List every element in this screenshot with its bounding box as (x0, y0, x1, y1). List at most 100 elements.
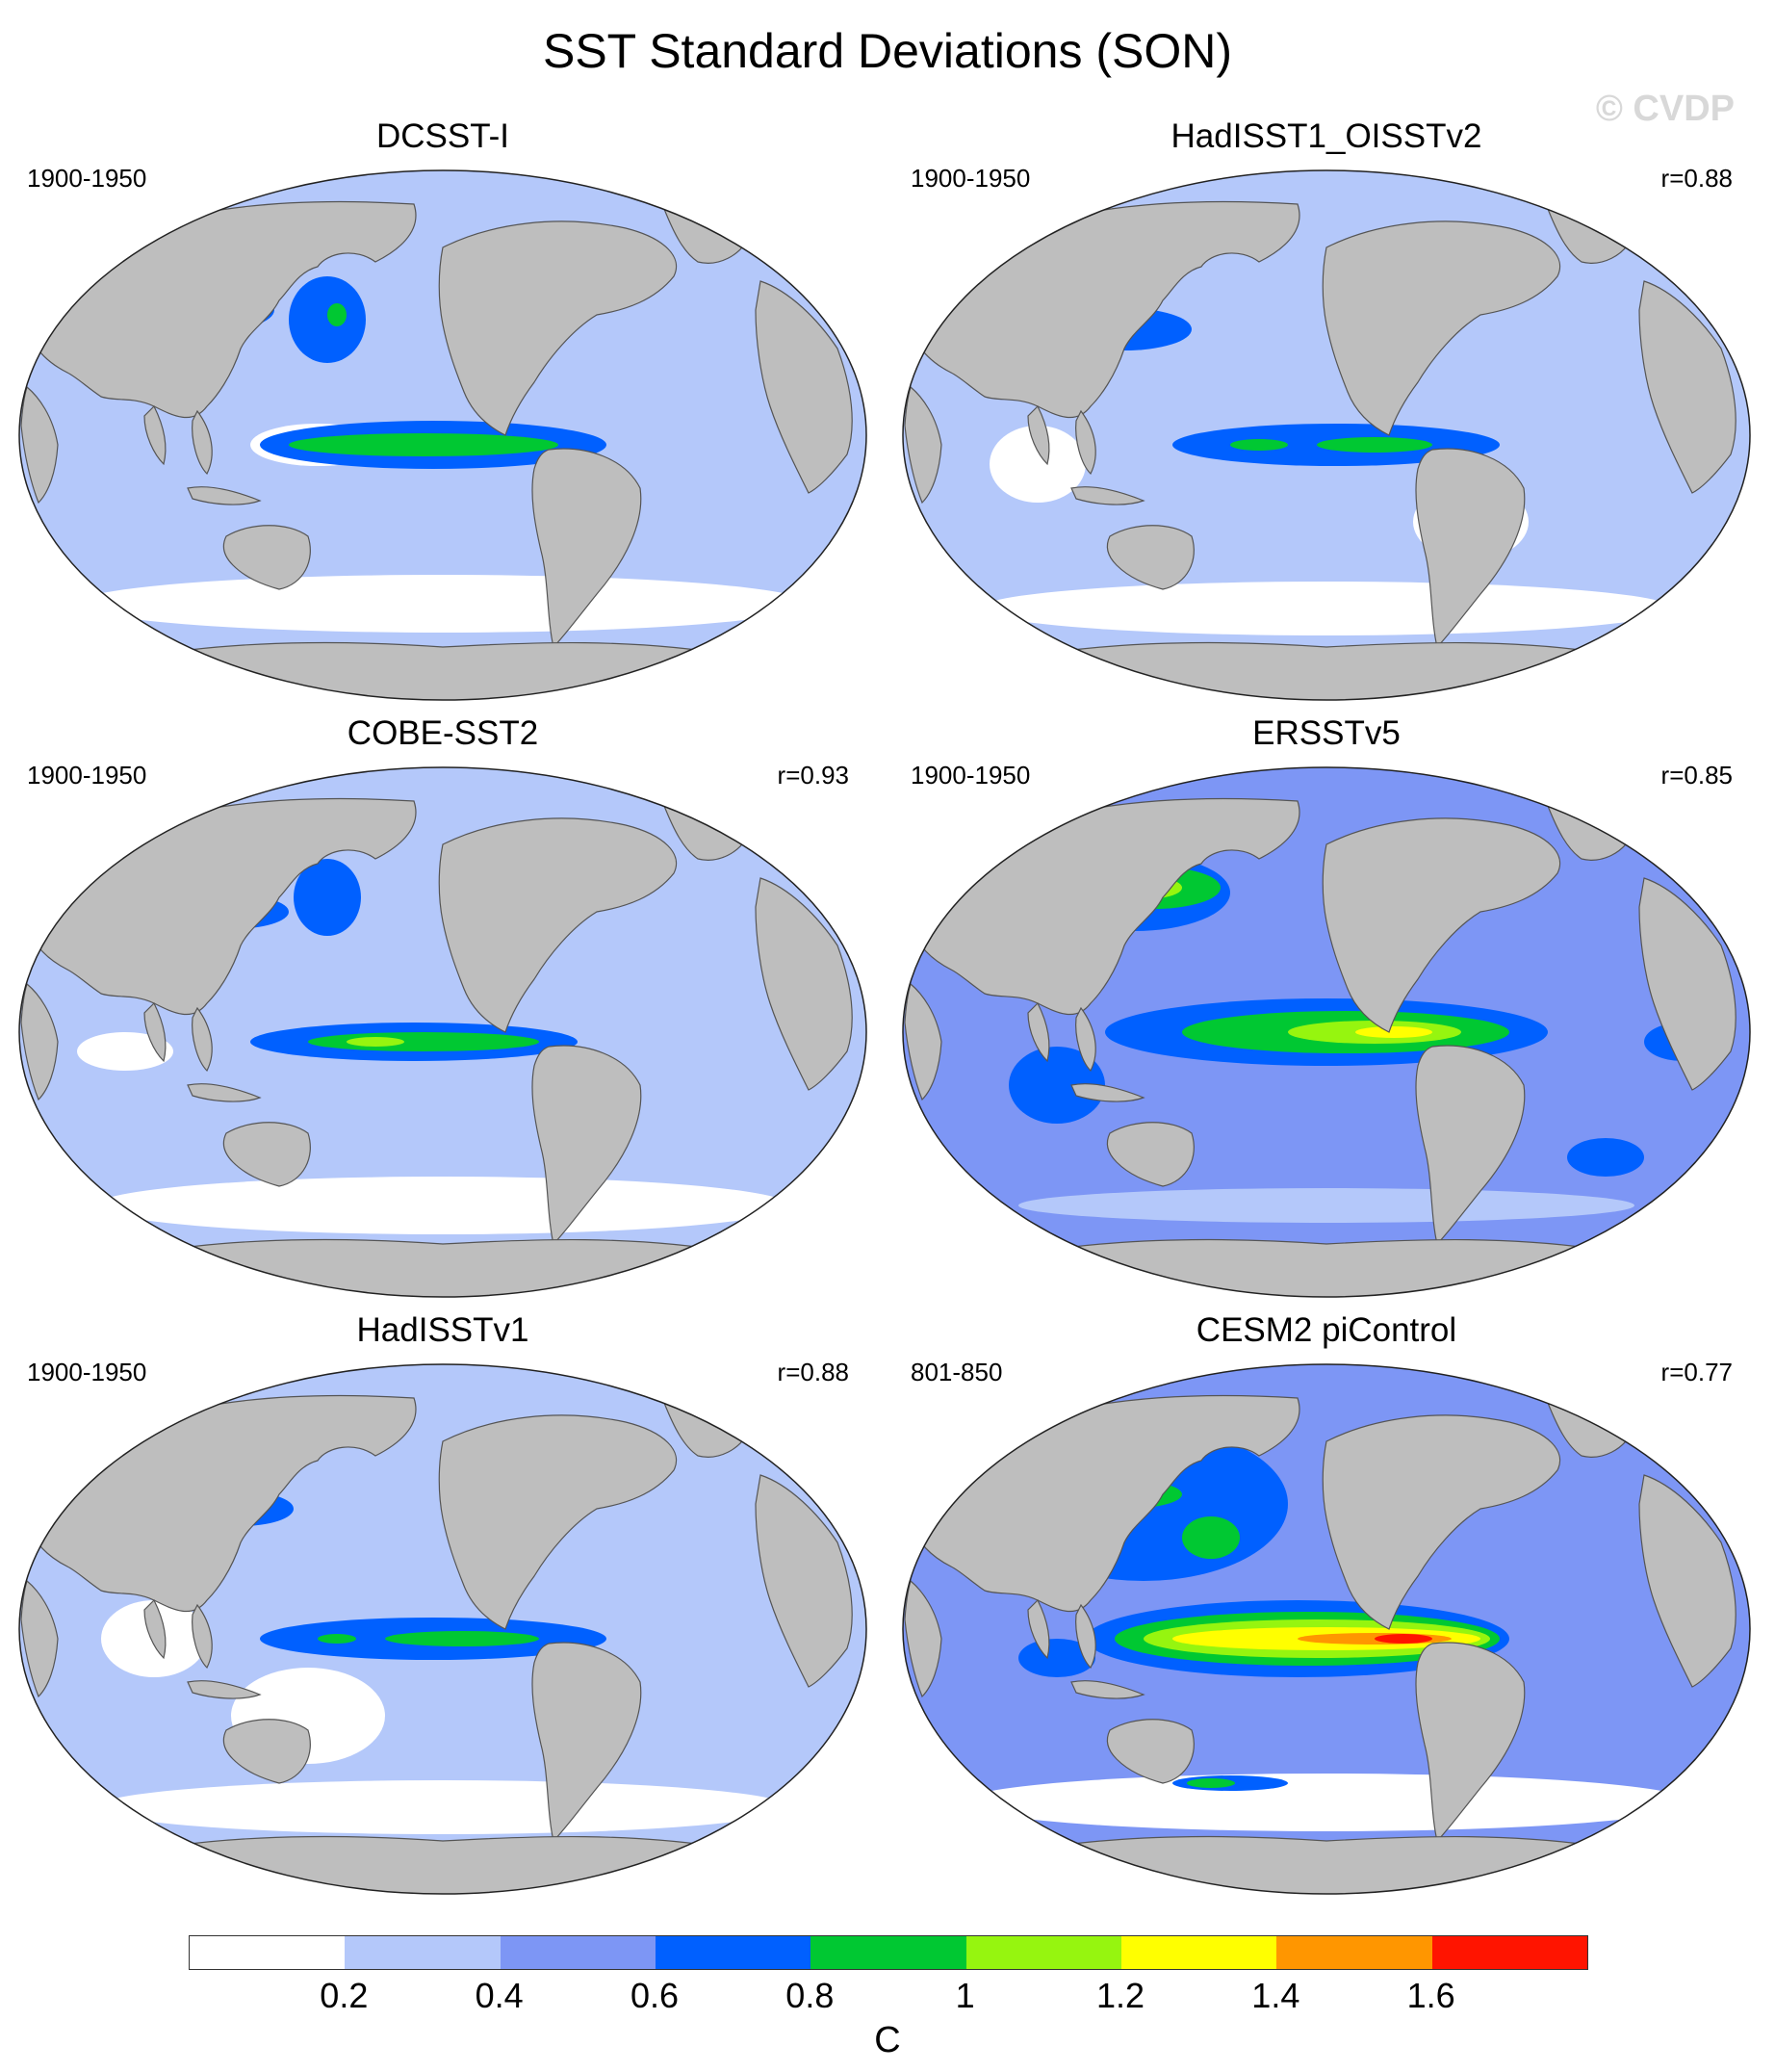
colorbar-segment (500, 1936, 656, 1969)
australia-landmass (222, 1122, 311, 1187)
africa-landmass (20, 385, 59, 505)
panel-period: 1900-1950 (911, 761, 1031, 790)
sst-contour-region (1009, 1047, 1105, 1124)
panel-correlation: r=0.85 (1660, 761, 1733, 790)
sst-contour-region (1567, 1138, 1644, 1177)
indochina-landmass (192, 1603, 213, 1670)
colorbar-segment (1276, 1936, 1432, 1969)
sst-contour-region (1018, 1639, 1095, 1677)
africa-east-landmass (755, 1474, 853, 1688)
map-border (18, 1363, 867, 1895)
australia-landmass (222, 1719, 311, 1784)
map-border (902, 169, 1751, 701)
africa-landmass (904, 982, 942, 1101)
panel-correlation: r=0.77 (1660, 1358, 1733, 1386)
sst-contour-region (77, 1032, 173, 1071)
sst-contour-region (1375, 1634, 1432, 1644)
sst-contour-region (77, 575, 809, 633)
indonesia-landmass (187, 1680, 262, 1699)
world-map (18, 766, 867, 1298)
colorbar-segment (965, 1936, 1121, 1969)
indonesia-landmass (187, 1083, 262, 1102)
indochina-landmass (192, 409, 213, 476)
sst-contour-region (980, 582, 1673, 635)
sst-contour-region (327, 303, 347, 326)
indonesia-landmass (1070, 1680, 1145, 1699)
panel-correlation: r=0.93 (777, 761, 849, 790)
map-panel-hadisst1-oisstv2: HadISST1_OISSTv2 1900-1950 r=0.88 (893, 117, 1760, 705)
world-map (18, 1363, 867, 1895)
panel-period: 1900-1950 (911, 164, 1031, 193)
colorbar-tick-label: 1.4 (1251, 1976, 1300, 2015)
north-america-landmass (438, 817, 678, 1033)
africa-east-landmass (1638, 280, 1736, 494)
india-landmass (1027, 1598, 1050, 1660)
india-landmass (143, 404, 167, 466)
colorbar-segment (190, 1936, 346, 1969)
sst-contour-region (1317, 437, 1432, 453)
panel-correlation: r=0.88 (777, 1358, 849, 1386)
colorbar-segment (345, 1936, 501, 1969)
africa-east-landmass (1638, 877, 1736, 1091)
sst-contour-region (308, 1032, 539, 1051)
sst-contour-region (990, 426, 1086, 503)
sst-contour-region (1230, 439, 1288, 451)
panel-period: 801-850 (911, 1358, 1003, 1386)
panel-title: DCSST-I (375, 117, 510, 155)
world-map (18, 169, 867, 701)
sst-contour-region (1182, 1516, 1240, 1559)
africa-east-landmass (1638, 1474, 1736, 1688)
africa-landmass (20, 982, 59, 1101)
watermark: © CVDP (1595, 89, 1735, 129)
india-landmass (1027, 1001, 1050, 1063)
sst-contour-region (1355, 1026, 1432, 1038)
india-landmass (143, 1598, 167, 1660)
colorbar-tick-label: 1 (955, 1976, 975, 2015)
map-panel-cesm2-picontrol: CESM2 piControl 801-850 r=0.77 (893, 1311, 1760, 1899)
indonesia-landmass (187, 486, 262, 505)
north-america-landmass (1322, 1414, 1561, 1630)
panel-correlation: r=0.88 (1660, 164, 1733, 193)
sst-contour-region (961, 1774, 1692, 1831)
north-america-landmass (1322, 220, 1561, 436)
australia-landmass (222, 525, 311, 590)
africa-landmass (20, 1579, 59, 1698)
india-landmass (143, 1001, 167, 1063)
map-panel-hadisstv1: HadISSTv1 1900-1950 r=0.88 (10, 1311, 876, 1899)
colorbar-tick-label: 0.4 (475, 1976, 524, 2015)
map-border (902, 1363, 1751, 1895)
indonesia-landmass (1070, 1083, 1145, 1102)
panel-period: 1900-1950 (27, 761, 147, 790)
colorbar-tick-label: 1.6 (1406, 1976, 1455, 2015)
map-panel-ersstv5: ERSSTv5 1900-1950 r=0.85 (893, 714, 1760, 1302)
panel-title: CESM2 piControl (1196, 1311, 1457, 1349)
africa-landmass (904, 1579, 942, 1698)
panel-period: 1900-1950 (27, 1358, 147, 1386)
colorbar-labels: 0.2 0.4 0.6 0.8 1 1.2 1.4 1.6 (189, 1976, 1586, 2018)
north-america-landmass (1322, 817, 1561, 1033)
australia-landmass (1106, 525, 1195, 590)
colorbar-segment (655, 1936, 811, 1969)
indonesia-landmass (1070, 486, 1145, 505)
north-america-landmass (438, 220, 678, 436)
world-map (902, 766, 1751, 1298)
colorbar-segment (1120, 1936, 1277, 1969)
map-panel-dcsst: DCSST-I 1900-1950 (10, 117, 876, 705)
australia-landmass (1106, 1122, 1195, 1187)
sst-contour-region (318, 1634, 356, 1644)
indochina-landmass (1075, 409, 1096, 476)
sst-contour-region (289, 433, 558, 456)
colorbar-tick-label: 0.6 (630, 1976, 680, 2015)
panel-period: 1900-1950 (27, 164, 147, 193)
indochina-landmass (1075, 1603, 1096, 1670)
colorbar-units: C (874, 2020, 901, 2060)
map-border (18, 766, 867, 1298)
sst-contour-region (96, 1177, 789, 1234)
panel-title: COBE-SST2 (347, 714, 539, 752)
panel-title: ERSSTv5 (1252, 714, 1401, 752)
colorbar-segment (1431, 1936, 1587, 1969)
africa-landmass (904, 385, 942, 505)
africa-east-landmass (755, 877, 853, 1091)
sst-contour-region (96, 1780, 789, 1834)
sst-contour-region (385, 1631, 539, 1646)
